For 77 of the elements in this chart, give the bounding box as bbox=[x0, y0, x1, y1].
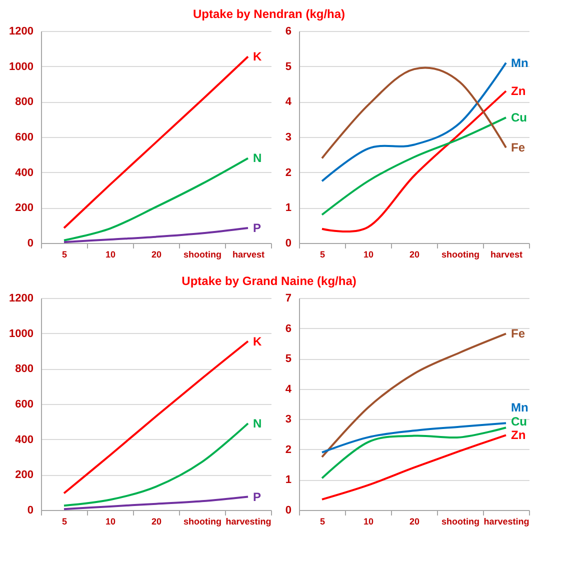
line-series bbox=[63, 496, 249, 510]
x-tick-label: 5 bbox=[62, 516, 68, 526]
y-tick-label: 400 bbox=[15, 434, 34, 446]
series-label: Mn bbox=[511, 400, 528, 415]
y-tick-label: 7 bbox=[285, 292, 292, 304]
y-tick-label: 1200 bbox=[9, 26, 34, 38]
x-tick-label: 10 bbox=[363, 516, 374, 526]
chart-title: Uptake by Grand Naine (kg/ha) bbox=[182, 274, 356, 288]
x-tick-label: 5 bbox=[62, 250, 68, 260]
line-series bbox=[63, 56, 249, 229]
line-series bbox=[63, 226, 249, 244]
line-series bbox=[321, 422, 507, 454]
y-tick-label: 1 bbox=[285, 474, 292, 486]
y-tick-label: 600 bbox=[15, 132, 34, 144]
y-tick-label: 0 bbox=[285, 238, 292, 250]
y-tick-label: 4 bbox=[285, 96, 292, 108]
x-tick-label: shooting bbox=[442, 250, 480, 260]
line-series bbox=[321, 62, 507, 182]
x-tick-label: 10 bbox=[105, 516, 116, 526]
y-tick-label: 800 bbox=[15, 96, 34, 108]
y-tick-label: 0 bbox=[27, 504, 34, 516]
line-series bbox=[321, 426, 507, 480]
line-series bbox=[321, 116, 507, 216]
series-label: Zn bbox=[511, 84, 526, 98]
y-tick-label: 5 bbox=[285, 353, 292, 366]
series-label: Fe bbox=[511, 326, 526, 341]
series-label: K bbox=[253, 50, 262, 64]
x-tick-label: 5 bbox=[320, 516, 326, 526]
x-tick-label: harvest bbox=[490, 250, 523, 260]
y-tick-label: 200 bbox=[15, 469, 34, 482]
y-tick-label: 3 bbox=[285, 132, 292, 144]
y-tick-label: 400 bbox=[15, 166, 34, 179]
y-tick-label: 800 bbox=[15, 363, 34, 376]
y-tick-label: 6 bbox=[285, 26, 292, 38]
x-tick-label: 10 bbox=[105, 250, 116, 260]
x-tick-label: harvest bbox=[232, 250, 265, 260]
y-tick-label: 2 bbox=[285, 166, 292, 179]
series-label: Cu bbox=[511, 414, 527, 428]
line-series bbox=[63, 422, 249, 507]
x-tick-label: 20 bbox=[151, 516, 162, 526]
series-label: Fe bbox=[511, 140, 526, 155]
series-label: Cu bbox=[511, 110, 527, 125]
line-series bbox=[321, 332, 507, 458]
x-tick-label: 20 bbox=[409, 250, 420, 260]
y-tick-label: 1000 bbox=[9, 328, 34, 340]
y-tick-label: 600 bbox=[15, 398, 34, 410]
x-tick-label: 5 bbox=[320, 250, 326, 260]
y-tick-label: 6 bbox=[285, 322, 292, 335]
x-tick-label: harvesting bbox=[226, 516, 272, 526]
y-tick-label: 0 bbox=[285, 504, 292, 516]
x-tick-label: 20 bbox=[409, 516, 420, 526]
x-tick-label: 10 bbox=[363, 250, 374, 260]
y-tick-label: 0 bbox=[27, 238, 34, 250]
y-tick-label: 1200 bbox=[9, 292, 34, 304]
y-tick-label: 5 bbox=[285, 60, 292, 73]
series-label: N bbox=[253, 416, 262, 430]
x-tick-label: shooting bbox=[184, 250, 222, 260]
series-label: P bbox=[253, 490, 262, 504]
y-tick-label: 4 bbox=[285, 383, 292, 396]
series-label: Mn bbox=[511, 56, 528, 70]
x-tick-label: harvesting bbox=[484, 516, 530, 526]
line-series bbox=[63, 340, 249, 494]
series-label: P bbox=[253, 220, 262, 235]
x-tick-label: shooting bbox=[184, 516, 222, 526]
line-series bbox=[321, 434, 507, 500]
y-tick-label: 1 bbox=[285, 202, 292, 214]
x-tick-label: 20 bbox=[151, 250, 162, 260]
y-tick-label: 1000 bbox=[9, 60, 34, 73]
y-tick-label: 200 bbox=[15, 202, 34, 214]
series-label: K bbox=[253, 334, 262, 348]
y-tick-label: 3 bbox=[285, 414, 292, 426]
chart-title: Uptake by Nendran (kg/ha) bbox=[193, 7, 346, 21]
series-label: Zn bbox=[511, 428, 526, 442]
y-tick-label: 2 bbox=[285, 444, 292, 456]
x-tick-label: shooting bbox=[442, 516, 480, 526]
series-label: N bbox=[253, 151, 262, 166]
line-series bbox=[63, 157, 249, 242]
